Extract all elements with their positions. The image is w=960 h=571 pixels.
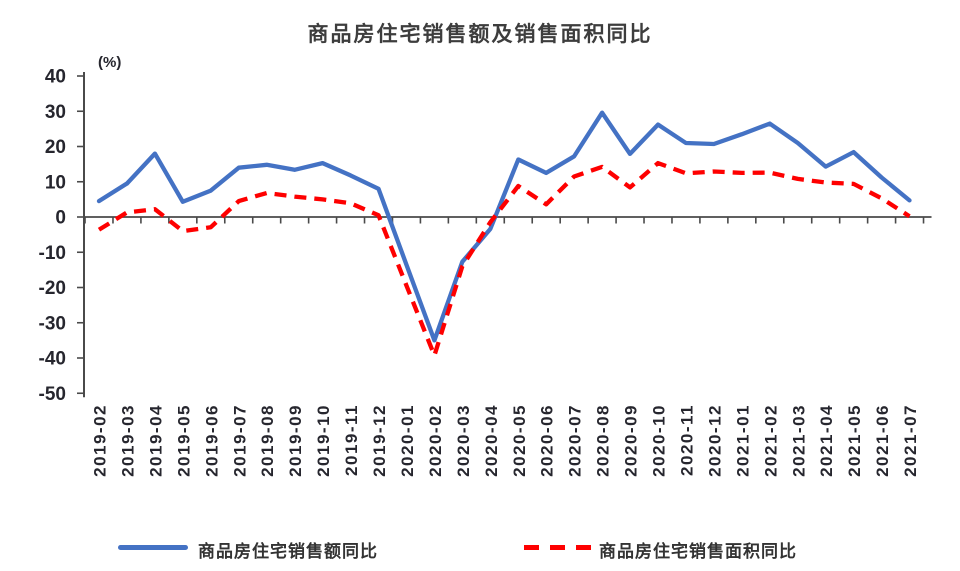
x-axis-tick-label: 2019-04	[146, 404, 165, 477]
x-axis-tick-label: 2019-10	[314, 404, 333, 477]
y-axis-tick-label: -30	[39, 313, 66, 334]
y-axis-tick-label: 40	[45, 67, 66, 88]
x-axis-tick-label: 2019-09	[286, 404, 305, 477]
sales-value-series-line	[96, 110, 912, 343]
x-axis-tick-label: 2021-02	[761, 404, 780, 477]
x-axis-tick-label: 2021-03	[789, 404, 808, 477]
sales-area-series-line	[97, 160, 911, 358]
legend-line-sample-sales-value	[118, 545, 188, 550]
x-axis-tick-label: 2021-01	[733, 404, 752, 477]
y-axis-tick-label: 30	[45, 102, 66, 123]
x-axis-tick-label: 2021-05	[845, 404, 864, 477]
x-axis-tick-label: 2019-11	[342, 404, 361, 476]
legend-label-sales-area: 商品房住宅销售面积同比	[599, 542, 797, 562]
legend-dashed-line-sample-sales-area	[524, 545, 594, 550]
x-axis-tick-label: 2019-12	[370, 404, 389, 477]
y-axis-tick-label: -50	[39, 384, 66, 405]
x-axis-tick-label: 2020-10	[650, 404, 669, 477]
x-axis-tick-label: 2020-12	[705, 404, 724, 477]
y-axis-tick-label: -10	[39, 243, 66, 264]
y-axis-tick-label: 10	[45, 172, 66, 193]
x-axis-tick-label: 2019-06	[202, 404, 221, 477]
y-axis-tick-label: 20	[45, 137, 66, 158]
y-axis-tick-label: -20	[39, 278, 66, 299]
x-axis-tick-label: 2021-04	[817, 404, 836, 477]
x-axis-tick-label: 2020-03	[454, 404, 473, 477]
x-axis-tick-label: 2019-07	[230, 404, 249, 477]
x-axis-tick-label: 2019-05	[174, 404, 193, 477]
x-axis-tick-label: 2020-09	[622, 404, 641, 477]
x-axis-tick-label: 2019-03	[118, 404, 137, 477]
x-axis-tick-label: 2020-07	[566, 404, 585, 477]
y-axis-unit-label: (%)	[98, 54, 122, 71]
line-chart-plot-area: 40 30 20 10 0 -10 -20 -30 -40 -50 2019-02 2019-03 20…	[39, 67, 932, 477]
x-axis-tick-label: 2020-05	[510, 404, 529, 477]
x-axis-tick-label: 2020-04	[482, 404, 501, 477]
x-axis-tick-label: 2020-08	[594, 404, 613, 477]
x-axis-tick-label: 2020-01	[398, 404, 417, 477]
x-axis-tick-label: 2020-06	[538, 404, 557, 477]
x-axis-tick-label: 2020-02	[426, 404, 445, 477]
x-axis-tick-label: 2019-02	[91, 404, 110, 477]
x-axis-tick-label: 2020-11	[677, 404, 696, 476]
chart-title: 商品房住宅销售额及销售面积同比	[307, 21, 653, 46]
x-axis-tick-label: 2021-07	[901, 404, 920, 477]
x-axis-tick-label: 2021-06	[873, 404, 892, 477]
x-axis-tick-label: 2019-08	[258, 404, 277, 477]
y-axis-tick-label: -40	[39, 349, 66, 370]
y-axis-tick-label: 0	[55, 208, 66, 229]
legend-label-sales-value: 商品房住宅销售额同比	[198, 542, 378, 562]
